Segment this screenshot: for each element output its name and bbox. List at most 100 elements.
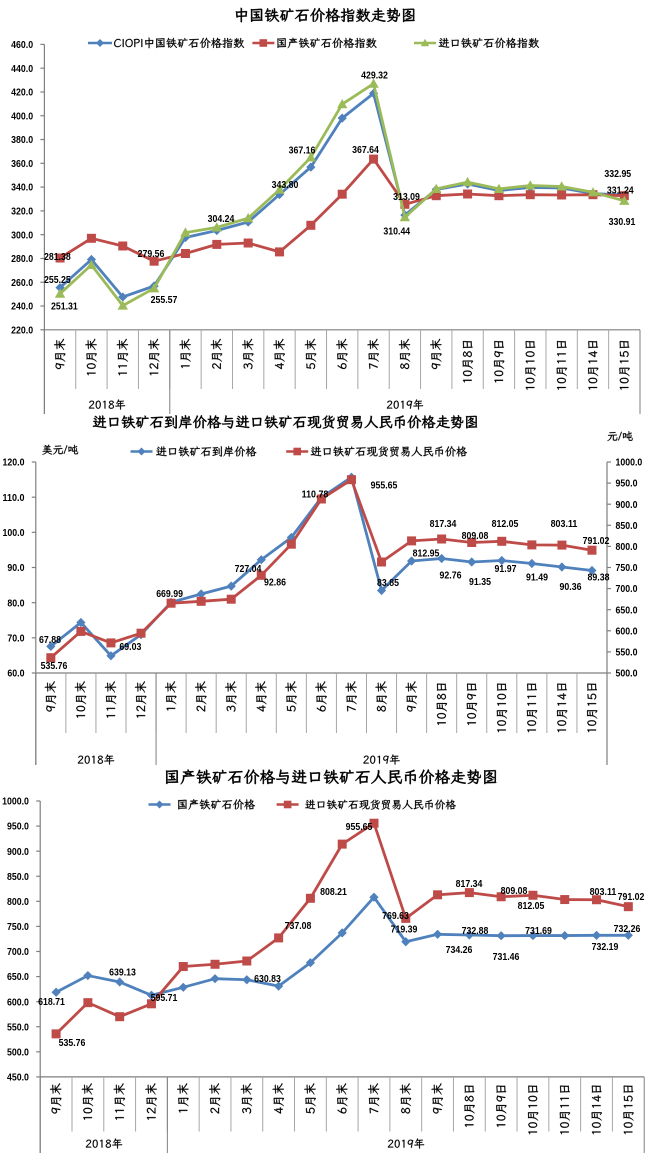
svg-text:732.88: 732.88 — [462, 925, 489, 937]
svg-text:550.0: 550.0 — [7, 1021, 29, 1033]
svg-text:817.34: 817.34 — [456, 878, 483, 890]
svg-text:1000.0: 1000.0 — [616, 457, 643, 469]
svg-text:500.0: 500.0 — [7, 1046, 29, 1058]
svg-text:700.0: 700.0 — [7, 946, 29, 958]
svg-text:255.25: 255.25 — [44, 274, 71, 286]
svg-text:320.0: 320.0 — [11, 205, 33, 217]
svg-text:255.57: 255.57 — [151, 294, 178, 306]
svg-text:500.0: 500.0 — [616, 668, 638, 680]
svg-text:83.85: 83.85 — [377, 577, 399, 589]
svg-text:950.0: 950.0 — [616, 478, 638, 490]
svg-text:70.0: 70.0 — [7, 632, 24, 644]
svg-text:812.05: 812.05 — [518, 900, 545, 912]
svg-text:343.80: 343.80 — [272, 179, 299, 191]
svg-text:850.0: 850.0 — [616, 520, 638, 532]
svg-text:734.26: 734.26 — [446, 944, 473, 956]
svg-text:310.44: 310.44 — [383, 226, 410, 238]
svg-text:719.39: 719.39 — [391, 924, 418, 936]
svg-text:91.97: 91.97 — [495, 563, 517, 575]
svg-text:300.0: 300.0 — [11, 229, 33, 241]
svg-text:420.0: 420.0 — [11, 87, 33, 99]
svg-text:440.0: 440.0 — [11, 63, 33, 75]
svg-text:110.0: 110.0 — [3, 492, 25, 504]
svg-text:330.91: 330.91 — [609, 216, 636, 228]
svg-text:812.95: 812.95 — [413, 548, 440, 560]
svg-text:812.05: 812.05 — [492, 518, 519, 530]
svg-text:332.95: 332.95 — [604, 168, 631, 180]
svg-text:450.0: 450.0 — [7, 1072, 29, 1084]
svg-text:950.0: 950.0 — [7, 821, 29, 833]
svg-text:808.21: 808.21 — [320, 886, 347, 898]
svg-text:618.71: 618.71 — [38, 996, 65, 1008]
svg-text:380.0: 380.0 — [11, 134, 33, 146]
svg-text:535.76: 535.76 — [41, 660, 68, 672]
svg-text:331.24: 331.24 — [607, 185, 634, 197]
svg-text:367.16: 367.16 — [289, 145, 316, 157]
svg-text:260.0: 260.0 — [11, 277, 33, 289]
svg-text:727.04: 727.04 — [235, 563, 262, 575]
svg-text:89.38: 89.38 — [588, 572, 610, 584]
svg-text:340.0: 340.0 — [11, 182, 33, 194]
svg-text:769.63: 769.63 — [382, 910, 409, 922]
svg-text:100.0: 100.0 — [3, 527, 25, 539]
svg-text:955.65: 955.65 — [346, 821, 373, 833]
svg-text:731.46: 731.46 — [493, 951, 520, 963]
svg-text:791.02: 791.02 — [583, 535, 610, 547]
svg-text:67.88: 67.88 — [39, 634, 61, 646]
svg-text:80.0: 80.0 — [7, 597, 24, 609]
svg-text:92.76: 92.76 — [440, 570, 462, 582]
svg-text:750.0: 750.0 — [7, 921, 29, 933]
svg-text:280.0: 280.0 — [11, 253, 33, 265]
svg-text:850.0: 850.0 — [7, 871, 29, 883]
svg-text:800.0: 800.0 — [616, 541, 638, 553]
svg-text:1000.0: 1000.0 — [2, 796, 29, 808]
svg-text:120.0: 120.0 — [3, 457, 25, 469]
svg-text:91.35: 91.35 — [469, 576, 491, 588]
svg-text:817.34: 817.34 — [430, 518, 457, 530]
svg-text:251.31: 251.31 — [51, 301, 78, 313]
svg-text:630.83: 630.83 — [254, 973, 281, 985]
svg-text:700.0: 700.0 — [616, 583, 638, 595]
svg-text:91.49: 91.49 — [526, 572, 548, 584]
svg-text:279.56: 279.56 — [138, 248, 165, 260]
svg-text:220.0: 220.0 — [11, 324, 33, 336]
svg-text:809.08: 809.08 — [462, 530, 489, 542]
svg-text:304.24: 304.24 — [208, 213, 235, 225]
svg-text:791.02: 791.02 — [618, 891, 645, 903]
svg-text:550.0: 550.0 — [616, 647, 638, 659]
svg-text:110.78: 110.78 — [302, 489, 329, 501]
svg-text:360.0: 360.0 — [11, 158, 33, 170]
svg-text:803.11: 803.11 — [551, 518, 578, 530]
svg-text:313.09: 313.09 — [393, 191, 420, 203]
svg-text:90.0: 90.0 — [7, 562, 24, 574]
svg-text:732.26: 732.26 — [614, 923, 641, 935]
svg-text:732.19: 732.19 — [592, 941, 619, 953]
svg-text:737.08: 737.08 — [285, 920, 312, 932]
svg-text:900.0: 900.0 — [616, 499, 638, 511]
svg-text:731.69: 731.69 — [525, 925, 552, 937]
svg-text:600.0: 600.0 — [616, 625, 638, 637]
svg-text:460.0: 460.0 — [11, 39, 33, 51]
svg-text:669.99: 669.99 — [156, 588, 183, 600]
svg-text:535.76: 535.76 — [59, 1037, 86, 1049]
svg-text:400.0: 400.0 — [11, 110, 33, 122]
svg-text:600.0: 600.0 — [7, 996, 29, 1008]
svg-text:60.0: 60.0 — [7, 668, 24, 680]
svg-text:281.38: 281.38 — [44, 251, 71, 263]
svg-text:595.71: 595.71 — [151, 992, 178, 1004]
svg-text:429.32: 429.32 — [361, 70, 388, 82]
svg-text:92.86: 92.86 — [264, 577, 286, 589]
svg-text:90.36: 90.36 — [560, 581, 582, 593]
svg-text:639.13: 639.13 — [109, 967, 136, 979]
svg-text:240.0: 240.0 — [11, 301, 33, 313]
svg-text:367.64: 367.64 — [352, 144, 379, 156]
svg-text:650.0: 650.0 — [7, 971, 29, 983]
svg-text:800.0: 800.0 — [7, 896, 29, 908]
svg-text:809.08: 809.08 — [501, 885, 528, 897]
svg-text:900.0: 900.0 — [7, 846, 29, 858]
svg-text:650.0: 650.0 — [616, 604, 638, 616]
svg-text:69.03: 69.03 — [119, 641, 141, 653]
svg-text:803.11: 803.11 — [590, 886, 617, 898]
svg-text:955.65: 955.65 — [371, 480, 398, 492]
svg-text:750.0: 750.0 — [616, 562, 638, 574]
